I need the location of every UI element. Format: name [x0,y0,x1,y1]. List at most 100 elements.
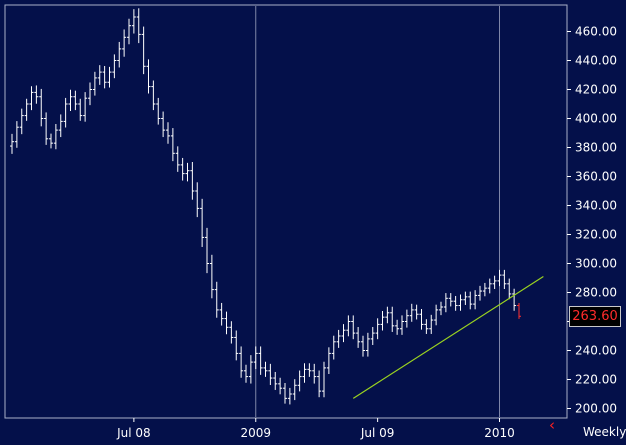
x-tick-label: Jul 08 [116,426,151,440]
y-tick-label: 200.00 [575,402,617,416]
ohlc-bar [73,90,78,111]
ohlc-bar [414,304,419,320]
ohlc-bar [497,269,502,287]
ohlc-bar [58,114,63,138]
ohlc-bar [375,318,380,340]
ohlc-bar [195,182,200,218]
ohlc-bar [200,198,205,247]
y-tick-label: 400.00 [575,112,617,126]
ohlc-bar [190,162,195,200]
ohlc-bar [53,124,58,150]
ohlc-bar [361,335,365,357]
ohlc-bar [97,65,102,85]
ohlc-bar [63,97,68,128]
ohlc-bar [517,302,521,319]
ohlc-bar [102,66,107,89]
ohlc-bar [248,355,253,384]
ohlc-bar [468,291,473,310]
last-price-badge: 263.60 [569,306,621,327]
x-axis: Jul 08 2009 Jul 09 2010 [116,418,515,440]
y-tick-label: 420.00 [575,83,617,97]
support-trendline[interactable] [352,276,544,399]
ohlc-bar [29,86,34,111]
ohlc-bar [34,85,39,104]
y-tick-label: 340.00 [575,199,617,213]
timeframe-label[interactable]: Weekly [583,425,626,439]
ohlc-bar [209,254,214,299]
ohlc-bar [24,98,29,121]
ohlc-bar [331,335,336,360]
ohlc-bar [473,290,478,310]
ohlc-bar [278,377,283,395]
ohlc-bar [112,54,117,79]
ohlc-bar [10,133,14,154]
ohlc-bar [312,363,317,384]
ohlc-bar [317,370,322,398]
ohlc-bar [385,306,390,324]
ohlc-bar [395,319,400,335]
ohlc-bar [131,9,136,34]
x-tick-label: 2009 [240,426,271,440]
ohlc-bar [370,327,375,345]
y-axis: 200.00220.00240.00260.00280.00300.00320.… [567,25,617,416]
y-tick-label: 220.00 [575,373,617,387]
ohlc-bar [88,82,92,106]
ohlc-bar [273,371,278,390]
ohlc-bar [117,41,122,68]
y-tick-label: 440.00 [575,54,617,68]
ohlc-bar [424,319,429,334]
ohlc-bar [419,309,424,330]
ohlc-bar [326,347,331,374]
ohlc-bar [448,293,453,307]
ohlc-bar [365,332,370,357]
ohlc-bar [127,18,131,45]
ohlc-bar [180,157,185,181]
ohlc-bar [380,311,385,331]
ohlc-bar [175,146,180,172]
ohlc-bar [463,291,468,305]
price-bars [10,8,521,405]
ohlc-bar [409,303,414,322]
ohlc-bar [302,363,307,383]
scroll-left-arrow-icon[interactable]: ‹ [549,416,555,434]
y-tick-label: 300.00 [575,257,617,271]
ohlc-bar [229,321,234,344]
x-tick-label: Jul 09 [360,426,395,440]
ohlc-bar [443,293,448,313]
ohlc-bar [268,363,273,386]
ohlc-bar [307,363,312,377]
ohlc-bar [287,387,292,405]
ohlc-bar [512,288,517,311]
ohlc-bar [146,59,151,94]
ohlc-bar [166,122,170,144]
ohlc-bar [458,294,463,311]
ohlc-bar [283,382,287,404]
ohlc-bar [49,133,53,149]
plot-area [4,4,568,419]
ohlc-bar [356,327,361,348]
ohlc-bar [322,361,326,398]
plot-frame [4,4,568,419]
y-tick-label: 240.00 [575,344,617,358]
ohlc-bar [19,108,24,135]
ohlc-bar [122,29,127,57]
ohlc-bar [453,295,458,311]
x-tick-label: 2010 [484,426,515,440]
ohlc-bar [434,304,439,326]
ohlc-bar [239,346,244,378]
ohlc-bar [170,128,175,162]
ohlc-bar [214,281,219,318]
ohlc-bar [151,80,156,111]
ohlc-bar [439,301,443,316]
ohlc-bar [297,370,302,392]
ohlc-bar [141,26,146,75]
ohlc-bar [492,275,497,290]
ohlc-bar [258,346,263,375]
ohlc-bar [205,227,209,274]
y-tick-label: 460.00 [575,25,617,39]
ohlc-bar [234,330,239,361]
ohlc-bar [92,71,97,96]
ohlc-bar [78,98,83,121]
